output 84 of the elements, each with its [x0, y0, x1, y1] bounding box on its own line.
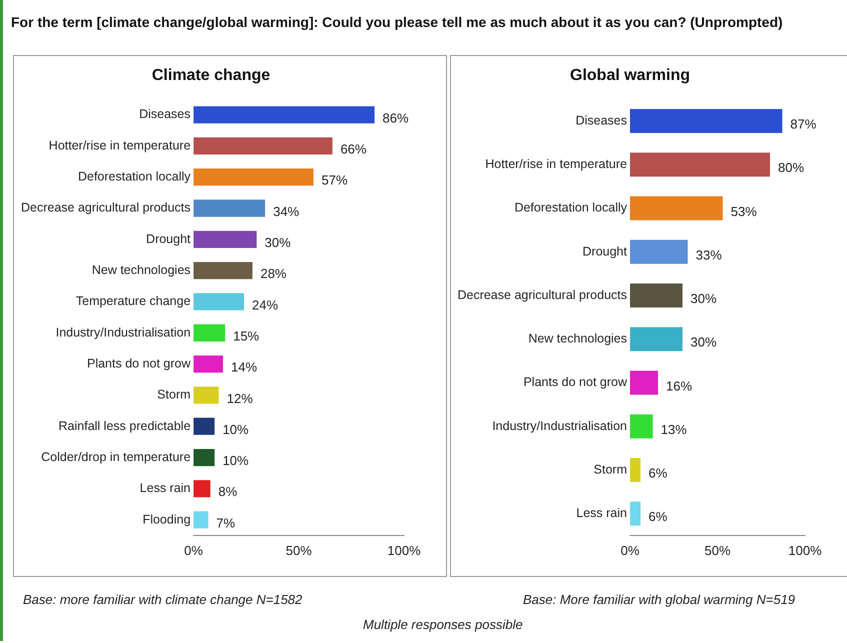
- y-tick-label: Plants do not grow: [86, 356, 192, 370]
- data-label: 30%: [690, 334, 717, 350]
- data-label: 10%: [222, 422, 250, 437]
- y-tick-label: Industry/Industrialisation: [56, 325, 191, 340]
- text: Base: more familiar with climate change N=1582: [23, 592, 302, 607]
- y-tick-label: Industry/Industrialisation: [492, 418, 628, 433]
- data-label: 10%: [222, 453, 250, 468]
- data-label: 34%: [273, 204, 300, 219]
- data-label: 28%: [260, 266, 287, 282]
- data-label: 6%: [648, 509, 668, 524]
- bar: [194, 448, 215, 466]
- data-label: 24%: [252, 297, 278, 312]
- bar: [194, 418, 215, 435]
- bar: [194, 230, 257, 248]
- data-label: 16%: [666, 378, 692, 394]
- bar: [194, 168, 314, 186]
- data-label: 87%: [790, 116, 817, 132]
- x-tick-label: 50%: [286, 542, 312, 558]
- bar: [194, 137, 332, 155]
- y-tick-label: Plants do not grow: [523, 375, 628, 390]
- y-tick-label: Hotter/rise in temperature: [485, 157, 628, 172]
- y-tick-label: Drought: [146, 232, 192, 246]
- data-label: 15%: [233, 328, 260, 344]
- bar: [630, 327, 682, 352]
- bar: [194, 293, 244, 310]
- bar: [630, 152, 770, 177]
- bar: [194, 511, 208, 528]
- bar: [194, 262, 252, 280]
- bar: [630, 370, 658, 395]
- data-label: 12%: [226, 390, 254, 406]
- data-label: 30%: [264, 234, 292, 250]
- x-tick-label: 100%: [788, 542, 822, 558]
- chart-title: Global warming: [570, 67, 690, 84]
- x-tick-label: 100%: [387, 542, 422, 558]
- y-tick-label: Decrease agricultural products: [457, 288, 627, 302]
- bar: [194, 386, 219, 404]
- data-label: 33%: [696, 247, 722, 262]
- y-tick-label: Storm: [594, 462, 627, 476]
- bar: [630, 283, 682, 308]
- bar: [194, 324, 226, 342]
- text: Multiple responses possible: [363, 617, 523, 632]
- text: For the term [climate change/global warming]: Could you please tell me as much about it as you can? (Unprompted): [11, 14, 783, 30]
- x-tick-label: 0%: [184, 542, 204, 558]
- bar: [630, 502, 640, 526]
- y-tick-label: New technologies: [92, 263, 191, 278]
- bar: [194, 200, 266, 217]
- data-label: 57%: [321, 172, 348, 188]
- data-label: 66%: [340, 142, 367, 157]
- data-label: 30%: [690, 291, 717, 306]
- bar: [630, 414, 653, 438]
- x-tick-label: 50%: [704, 542, 731, 558]
- y-tick-label: Drought: [582, 244, 628, 258]
- y-tick-label: New technologies: [528, 332, 627, 346]
- chart-title: Climate change: [152, 67, 270, 84]
- text: Base: More familiar with global warming N=519: [523, 592, 796, 607]
- bar: [630, 240, 688, 264]
- y-tick-label: Colder/drop in temperature: [41, 450, 191, 464]
- data-label: 6%: [648, 466, 668, 481]
- y-tick-label: Diseases: [139, 107, 191, 122]
- data-label: 13%: [660, 422, 688, 437]
- bar: [630, 458, 640, 482]
- y-tick-label: Flooding: [142, 512, 191, 526]
- y-tick-label: Less rain: [140, 481, 191, 496]
- bar: [194, 355, 223, 373]
- x-tick-label: 0%: [620, 542, 640, 558]
- y-tick-label: Decrease agricultural products: [20, 200, 191, 215]
- y-tick-label: Deforestation locally: [78, 170, 192, 184]
- data-label: 80%: [778, 160, 804, 176]
- data-label: 14%: [230, 360, 258, 375]
- bar: [630, 109, 782, 134]
- data-label: 86%: [382, 110, 409, 126]
- y-tick-label: Less rain: [576, 506, 628, 520]
- bar: [194, 106, 375, 124]
- y-tick-label: Rainfall less predictable: [58, 418, 191, 433]
- y-tick-label: Temperature change: [76, 294, 191, 308]
- y-tick-label: Diseases: [576, 113, 627, 128]
- bar: [630, 196, 723, 220]
- bar: [194, 480, 210, 498]
- y-tick-label: Storm: [157, 388, 191, 402]
- y-tick-label: Deforestation locally: [514, 200, 628, 215]
- data-label: 7%: [216, 515, 236, 530]
- y-tick-label: Hotter/rise in temperature: [48, 138, 191, 152]
- data-label: 8%: [218, 484, 238, 500]
- data-label: 53%: [730, 204, 758, 219]
